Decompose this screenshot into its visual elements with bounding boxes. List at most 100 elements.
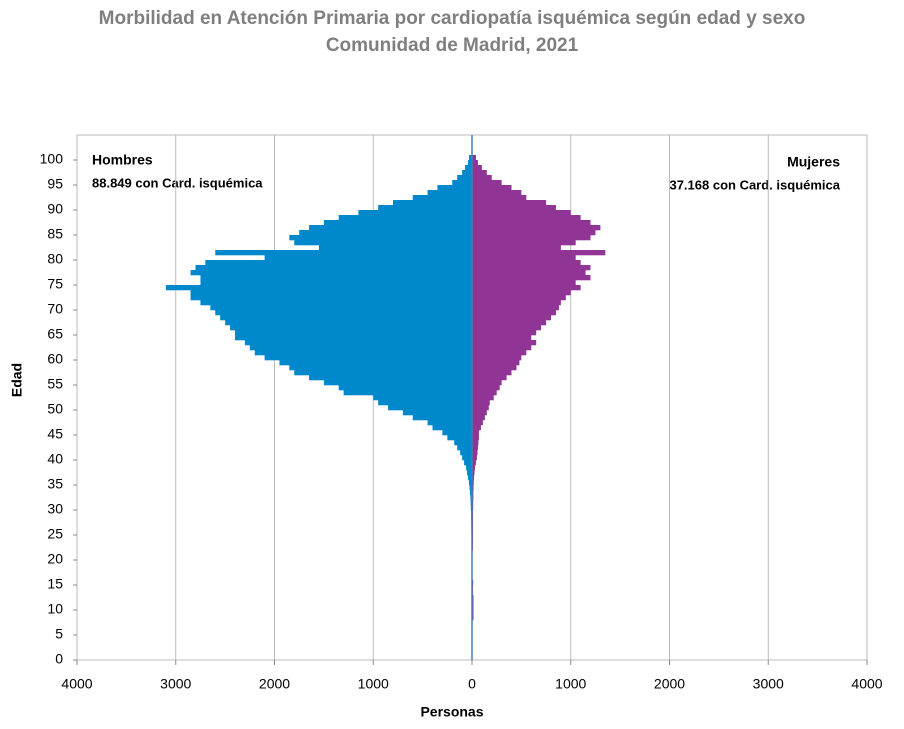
bar xyxy=(378,205,472,211)
bar xyxy=(472,265,591,271)
bar xyxy=(338,385,472,391)
bar xyxy=(294,240,472,246)
x-tick-label: 3000 xyxy=(160,676,191,692)
bar xyxy=(472,205,556,211)
bar xyxy=(472,415,485,421)
y-tick-label: 95 xyxy=(47,176,63,192)
bar xyxy=(472,485,474,491)
bar xyxy=(472,455,477,461)
bar xyxy=(468,475,472,481)
bar xyxy=(402,410,472,416)
bar xyxy=(264,355,472,361)
y-tick-label: 65 xyxy=(47,326,63,342)
bar xyxy=(472,440,479,446)
bar xyxy=(472,290,571,296)
bar xyxy=(472,190,522,196)
chart-title: Morbilidad en Atención Primaria por card… xyxy=(99,8,806,29)
bar xyxy=(467,470,472,476)
x-tick-label: 2000 xyxy=(259,676,290,692)
bar xyxy=(378,400,472,406)
y-tick-label: 70 xyxy=(47,301,63,317)
bar xyxy=(472,225,601,231)
bar xyxy=(318,245,472,251)
bar xyxy=(472,300,561,306)
bar xyxy=(472,160,478,166)
y-tick-label: 45 xyxy=(47,426,63,442)
bar xyxy=(249,345,472,351)
bar xyxy=(472,245,561,251)
y-tick-label: 30 xyxy=(47,501,63,517)
bar xyxy=(427,190,472,196)
bar xyxy=(220,315,472,321)
x-tick-label: 2000 xyxy=(654,676,685,692)
annotation: Mujeres xyxy=(787,154,840,170)
y-tick-label: 85 xyxy=(47,226,63,242)
x-tick-label: 3000 xyxy=(753,676,784,692)
bar xyxy=(468,160,472,166)
x-tick-label: 1000 xyxy=(358,676,389,692)
bar xyxy=(464,460,472,466)
bar xyxy=(472,480,474,486)
bar xyxy=(472,230,596,236)
bar xyxy=(472,350,527,356)
bar xyxy=(472,390,497,396)
bar xyxy=(465,165,472,171)
bar xyxy=(462,455,472,461)
bar xyxy=(279,360,472,366)
bar xyxy=(472,215,581,221)
bar xyxy=(195,265,472,271)
bar xyxy=(225,320,472,326)
bar xyxy=(472,475,474,481)
bar xyxy=(230,325,472,331)
bar xyxy=(460,450,472,456)
annotation: Hombres xyxy=(92,152,153,168)
bar xyxy=(294,370,472,376)
x-tick-label: 4000 xyxy=(851,676,882,692)
bar xyxy=(442,430,472,436)
bar xyxy=(244,340,472,346)
bar xyxy=(388,405,472,411)
bar xyxy=(165,285,472,291)
bar xyxy=(472,410,487,416)
bar xyxy=(472,200,547,206)
bar xyxy=(472,180,502,186)
bar xyxy=(472,445,478,451)
bar xyxy=(264,255,472,261)
bar xyxy=(472,345,532,351)
y-axis-label: Edad xyxy=(9,363,25,397)
bar xyxy=(470,495,472,501)
bar xyxy=(472,320,547,326)
bar xyxy=(215,250,472,256)
bar xyxy=(472,315,551,321)
bar xyxy=(472,365,517,371)
bar xyxy=(338,215,472,221)
y-tick-label: 35 xyxy=(47,476,63,492)
bar xyxy=(472,250,606,256)
bar xyxy=(472,385,500,391)
bar xyxy=(472,425,481,431)
bar xyxy=(299,230,472,236)
bar xyxy=(472,210,571,216)
bar xyxy=(190,295,472,301)
bar xyxy=(472,305,559,311)
bar xyxy=(437,185,472,191)
bar xyxy=(472,155,476,161)
y-tick-label: 75 xyxy=(47,276,63,292)
bar xyxy=(427,420,472,426)
bar xyxy=(254,350,472,356)
bar xyxy=(358,210,472,216)
bar xyxy=(472,220,591,226)
y-tick-label: 60 xyxy=(47,351,63,367)
bar xyxy=(452,180,472,186)
bar xyxy=(472,435,479,441)
y-tick-label: 90 xyxy=(47,201,63,217)
bar xyxy=(289,365,472,371)
bar xyxy=(472,430,479,436)
x-tick-label: 0 xyxy=(468,676,476,692)
bar xyxy=(469,155,472,161)
bar xyxy=(235,330,472,336)
bar xyxy=(412,415,472,421)
bar xyxy=(472,450,478,456)
y-tick-label: 15 xyxy=(47,576,63,592)
